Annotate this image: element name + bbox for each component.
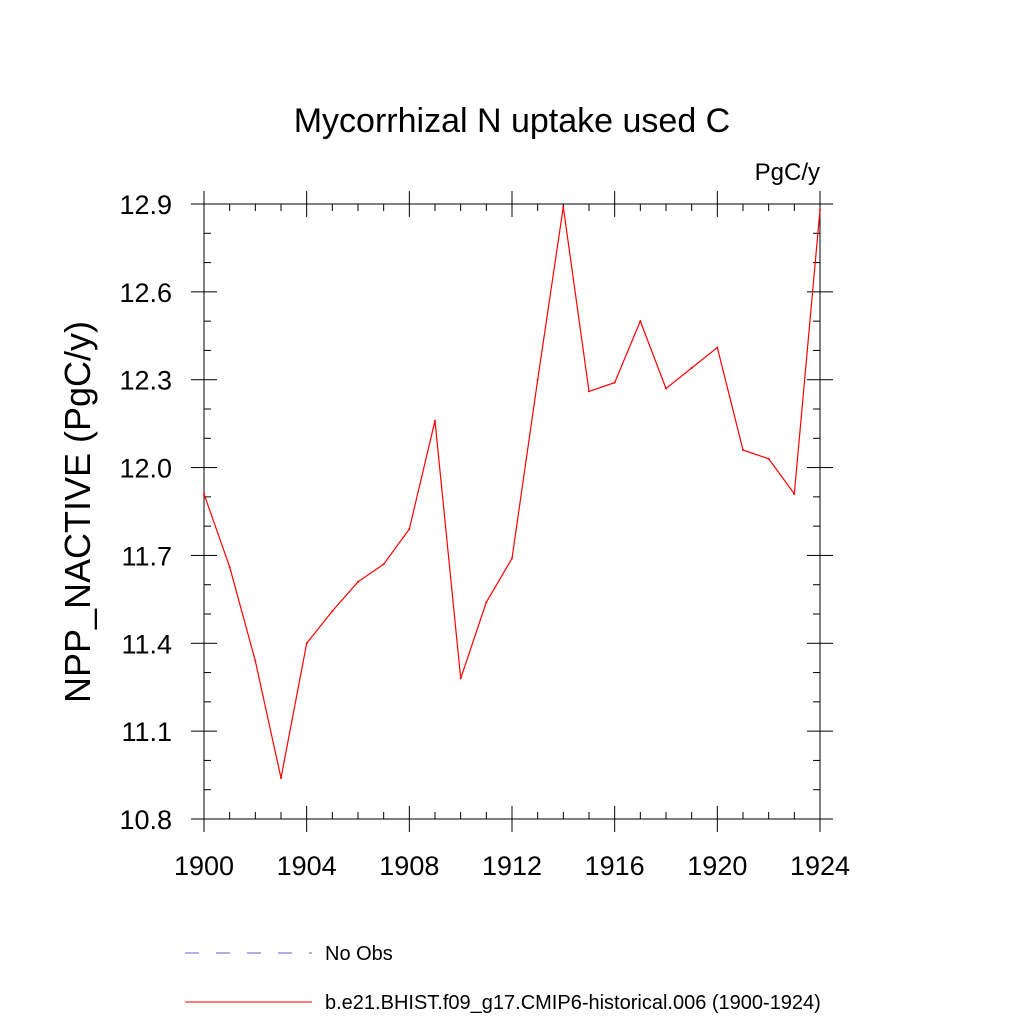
y-tick-label: 12.3 [119, 366, 172, 396]
y-tick-label: 11.7 [121, 541, 172, 571]
x-tick-label: 1908 [379, 851, 439, 881]
data-point [819, 208, 821, 211]
plot-frame [203, 203, 821, 820]
y-tick-label: 12.6 [119, 278, 172, 308]
data-point [434, 419, 436, 422]
x-tick-label: 1904 [277, 851, 337, 881]
legend-label: b.e21.BHIST.f09_g17.CMIP6-historical.006… [325, 992, 821, 1014]
data-point [690, 367, 693, 369]
data-point [716, 346, 719, 349]
data-point [536, 378, 539, 381]
y-axis-label: NPP_NACTIVE (PgC/y) [57, 321, 98, 703]
data-point [228, 566, 231, 569]
data-point [280, 777, 282, 779]
x-tick-label: 1924 [790, 851, 850, 881]
y-tick-label: 12.9 [119, 190, 172, 220]
data-point [562, 205, 565, 208]
y-tick-label: 11.4 [121, 629, 172, 659]
legend-label: No Obs [325, 943, 393, 965]
data-point [613, 381, 616, 384]
data-point [511, 557, 513, 560]
data-point [459, 677, 462, 680]
data-point [357, 580, 359, 583]
series-line [203, 206, 821, 779]
data-point [767, 457, 770, 460]
data-point [742, 449, 744, 451]
data-point [485, 601, 488, 604]
x-tick-label: 1912 [482, 851, 542, 881]
chart-title: Mycorrhizal N uptake used C [294, 102, 731, 140]
data-point [665, 387, 667, 390]
y-tick-label: 12.0 [119, 454, 172, 484]
data-point [382, 563, 385, 566]
data-point [203, 492, 205, 495]
legend: No Obs b.e21.BHIST.f09_g17.CMIP6-historic… [185, 943, 821, 1014]
plot-area: 1900 1904 1908 1912 1916 1920 1924 10.8 11.1 11.4… [119, 190, 850, 881]
units-label: PgC/y [755, 159, 820, 186]
data-point [408, 528, 411, 531]
data-point [588, 390, 590, 393]
x-tick-label: 1900 [174, 851, 234, 881]
y-tick-label: 11.1 [121, 717, 172, 747]
data-point [331, 610, 334, 613]
data-point [639, 320, 642, 323]
x-tick-label: 1920 [687, 851, 747, 881]
x-tick-label: 1916 [585, 851, 645, 881]
data-point [254, 659, 257, 662]
data-point [305, 642, 308, 645]
data-point [793, 492, 796, 495]
y-tick-label: 10.8 [119, 805, 172, 835]
